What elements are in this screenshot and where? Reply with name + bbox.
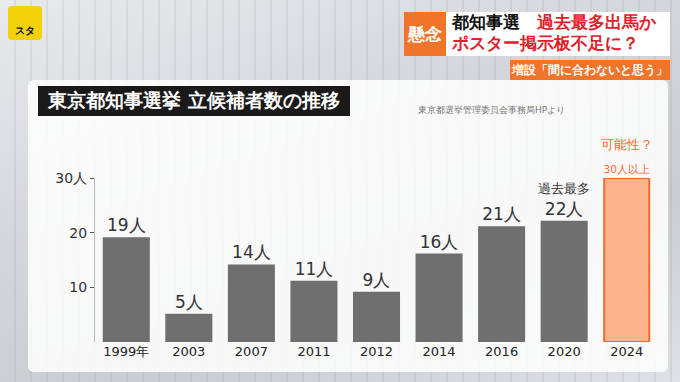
svg-text:30人以上: 30人以上: [604, 163, 650, 175]
html-text:懸念: 懸念: [408, 23, 442, 44]
html-text:スタ: スタ: [15, 25, 35, 36]
svg-text:21人: 21人: [482, 204, 521, 224]
html-text:都知事選過去最多出馬か: 都知事選過去最多出馬か: [452, 12, 656, 32]
svg-text:5人: 5人: [175, 292, 203, 312]
html-text:東京都知事選挙 立候補者数の推移: 東京都知事選挙 立候補者数の推移: [48, 89, 340, 111]
svg-text:2016: 2016: [485, 344, 518, 359]
svg-text:30人: 30人: [55, 170, 87, 186]
svg-text:可能性？: 可能性？: [601, 137, 653, 152]
svg-text:9人: 9人: [363, 270, 391, 290]
svg-text:2024: 2024: [610, 344, 643, 359]
html-text:東京都選挙管理委員会事務局HPより: 東京都選挙管理委員会事務局HPより: [418, 105, 566, 115]
svg-text:過去最多: 過去最多: [538, 181, 590, 196]
svg-text:14人: 14人: [232, 242, 271, 262]
svg-text:20: 20: [69, 225, 87, 241]
svg-text:2012: 2012: [360, 344, 393, 359]
svg-text:16人: 16人: [420, 232, 459, 252]
svg-text:2011: 2011: [297, 344, 330, 359]
svg-text:2014: 2014: [423, 344, 456, 359]
svg-text:2003: 2003: [172, 344, 205, 359]
svg-text:19人: 19人: [107, 215, 146, 235]
svg-text:1999年: 1999年: [103, 344, 149, 359]
svg-text:2020: 2020: [548, 344, 581, 359]
html-text:ポスター掲示板不足に？: ポスター掲示板不足に？: [452, 33, 639, 53]
html-text:増設「間に合わないと思う」: 増設「間に合わないと思う」: [512, 62, 668, 77]
svg-text:11人: 11人: [295, 259, 334, 279]
svg-text:10: 10: [69, 279, 87, 295]
svg-text:2007: 2007: [235, 344, 268, 359]
svg-text:22人: 22人: [545, 199, 584, 219]
